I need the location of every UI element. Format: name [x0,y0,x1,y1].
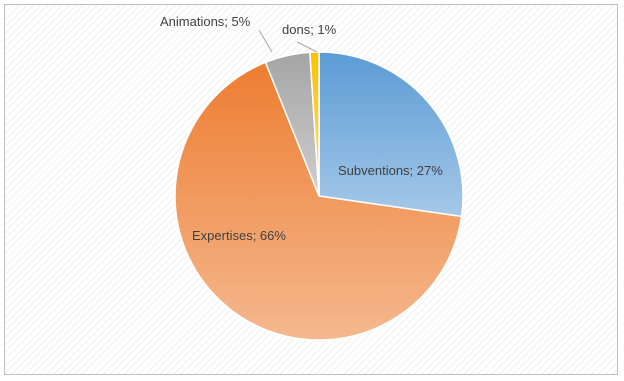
leader-line-dons [296,41,318,53]
slice-labels: Subventions; 27% Expertises; 66% Animation… [160,14,443,243]
data-label-subventions: Subventions; 27% [338,163,443,178]
data-label-dons: dons; 1% [282,22,337,37]
pie-slices [174,51,464,341]
slice-expertises [174,61,463,341]
slice-dons [309,51,320,197]
leader-lines [258,29,318,53]
leader-line-animations [258,29,273,53]
data-label-expertises: Expertises; 66% [192,228,286,243]
data-label-animations: Animations; 5% [160,14,251,29]
slice-subventions [318,51,464,218]
